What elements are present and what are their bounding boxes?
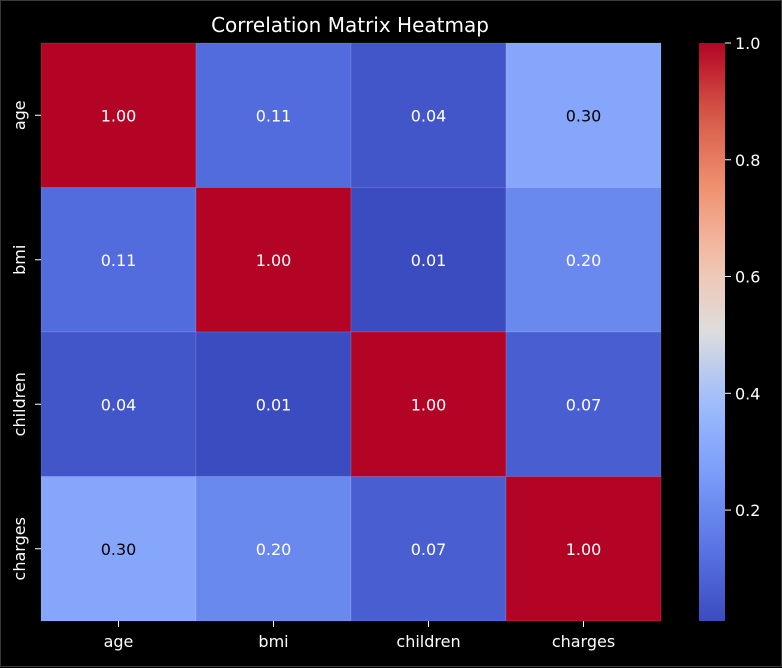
heatmap-cell-children-bmi	[195, 331, 352, 477]
cell-annotation: 0.04	[101, 395, 137, 414]
x-tick-label-charges: charges	[552, 632, 615, 651]
heatmap-cell-bmi-bmi	[195, 187, 352, 333]
y-axis: age bmi children charges	[10, 100, 41, 580]
heatmap-cell-bmi-age	[40, 187, 197, 333]
heatmap-cell-bmi-charges	[505, 187, 662, 333]
heatmap-cell-children-charges	[505, 331, 662, 477]
cell-annotation: 0.11	[256, 106, 292, 125]
x-tick-label-age: age	[104, 632, 134, 651]
heatmap-cell-age-age	[40, 42, 197, 188]
cell-annotation: 0.20	[566, 251, 602, 270]
heatmap-cell-age-children	[350, 42, 507, 188]
heatmap-cells	[40, 42, 662, 622]
x-axis: age bmi children charges	[104, 621, 615, 651]
cell-annotation: 0.04	[411, 106, 447, 125]
cell-annotation: 1.00	[411, 395, 447, 414]
cell-annotation: 1.00	[101, 106, 137, 125]
cell-annotation: 0.30	[566, 106, 602, 125]
heatmap-cell-age-bmi	[195, 42, 352, 188]
heatmap-cell-age-charges	[505, 42, 662, 188]
x-tick-label-children: children	[396, 632, 460, 651]
heatmap-cell-charges-age	[40, 476, 197, 622]
y-tick-label-children: children	[10, 372, 29, 436]
cell-annotation: 1.00	[256, 251, 292, 270]
heatmap-cell-charges-children	[350, 476, 507, 622]
cell-annotation: 0.01	[256, 395, 292, 414]
cell-annotation: 0.01	[411, 251, 447, 270]
cell-annotation: 0.07	[411, 540, 447, 559]
colorbar-tick-label: 0.8	[735, 151, 760, 170]
cell-annotation: 0.30	[101, 540, 137, 559]
colorbar-tick-label: 0.6	[735, 268, 760, 287]
chart-title: Correlation Matrix Heatmap	[211, 13, 489, 37]
colorbar-tick-label: 0.2	[735, 501, 760, 520]
heatmap-annotations: 1.00 0.11 0.04 0.30 0.11 1.00 0.01 0.20 0.04 0.01…	[101, 106, 602, 559]
cell-annotation: 0.07	[566, 395, 602, 414]
cell-annotation: 0.11	[101, 251, 137, 270]
y-tick-label-charges: charges	[10, 517, 29, 580]
y-tick-label-bmi: bmi	[10, 245, 29, 275]
y-tick-label-age: age	[10, 100, 29, 130]
colorbar-gradient-bar	[699, 43, 725, 621]
heatmap-cell-charges-charges	[505, 476, 662, 622]
colorbar-tick-label: 0.4	[735, 384, 760, 403]
heatmap-cell-bmi-children	[350, 187, 507, 333]
heatmap-cell-charges-bmi	[195, 476, 352, 622]
cell-annotation: 0.20	[256, 540, 292, 559]
cell-annotation: 1.00	[566, 540, 602, 559]
colorbar-tick-label: 1.0	[735, 34, 760, 53]
colorbar: 0.2 0.4 0.6 0.8 1.0	[699, 34, 760, 621]
x-tick-label-bmi: bmi	[258, 632, 288, 651]
